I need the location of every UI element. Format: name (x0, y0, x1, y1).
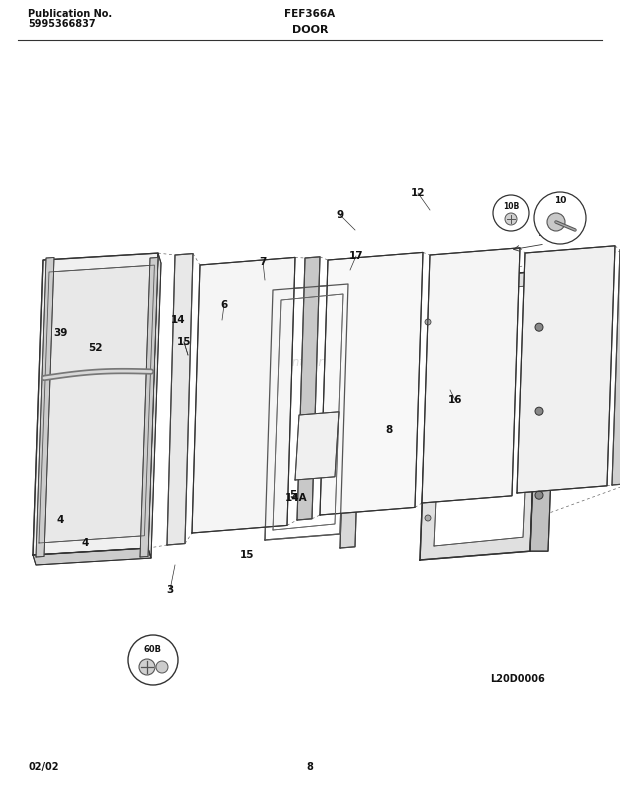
Polygon shape (422, 248, 520, 503)
Text: 14A: 14A (285, 493, 308, 503)
Text: 60B: 60B (144, 645, 162, 654)
Text: Publication No.: Publication No. (28, 9, 112, 19)
Text: 3: 3 (166, 585, 174, 595)
Polygon shape (192, 257, 295, 533)
Text: 15: 15 (177, 337, 191, 347)
Circle shape (505, 213, 517, 225)
Text: 02/02: 02/02 (28, 762, 58, 772)
Circle shape (535, 323, 543, 331)
Text: 12: 12 (410, 188, 425, 198)
Text: 10: 10 (554, 196, 566, 204)
Text: 39: 39 (53, 328, 67, 338)
Text: 4: 4 (56, 515, 64, 525)
Text: FEF366A: FEF366A (285, 9, 335, 19)
Text: 6: 6 (220, 300, 228, 310)
Circle shape (535, 491, 543, 499)
Polygon shape (36, 257, 54, 557)
Text: 10B: 10B (501, 220, 523, 230)
Text: 9: 9 (337, 210, 343, 220)
Text: 4: 4 (81, 538, 89, 548)
Text: L20D0006: L20D0006 (490, 674, 545, 684)
Polygon shape (530, 271, 559, 551)
Polygon shape (434, 285, 534, 546)
Circle shape (425, 515, 431, 521)
Polygon shape (320, 253, 423, 515)
Polygon shape (167, 253, 193, 545)
Polygon shape (33, 548, 151, 565)
Text: 10: 10 (538, 228, 552, 238)
Text: 15: 15 (240, 550, 254, 560)
Polygon shape (33, 253, 158, 555)
Text: 7: 7 (259, 257, 267, 267)
Circle shape (425, 319, 431, 325)
Text: 16: 16 (448, 395, 463, 405)
Polygon shape (340, 291, 363, 548)
Polygon shape (517, 246, 615, 493)
Polygon shape (140, 257, 158, 557)
Polygon shape (295, 412, 339, 480)
Text: 17: 17 (348, 251, 363, 261)
Circle shape (534, 192, 586, 244)
Circle shape (139, 659, 155, 675)
Polygon shape (612, 249, 620, 485)
Text: ReplacementParts.com: ReplacementParts.com (226, 356, 363, 368)
Circle shape (156, 661, 168, 673)
Circle shape (128, 635, 178, 685)
Polygon shape (297, 257, 320, 520)
Text: DOOR: DOOR (292, 25, 328, 35)
Circle shape (493, 195, 529, 231)
Polygon shape (39, 265, 154, 543)
Circle shape (547, 213, 565, 231)
Polygon shape (148, 253, 161, 558)
Text: 52: 52 (88, 343, 102, 353)
Text: 5995366837: 5995366837 (28, 19, 95, 29)
Circle shape (535, 407, 543, 415)
Text: 14: 14 (170, 315, 185, 325)
Text: 8: 8 (386, 425, 392, 435)
Text: 8: 8 (306, 762, 314, 772)
Text: 5: 5 (290, 490, 296, 500)
Polygon shape (420, 271, 541, 560)
Text: 10B: 10B (503, 201, 519, 211)
